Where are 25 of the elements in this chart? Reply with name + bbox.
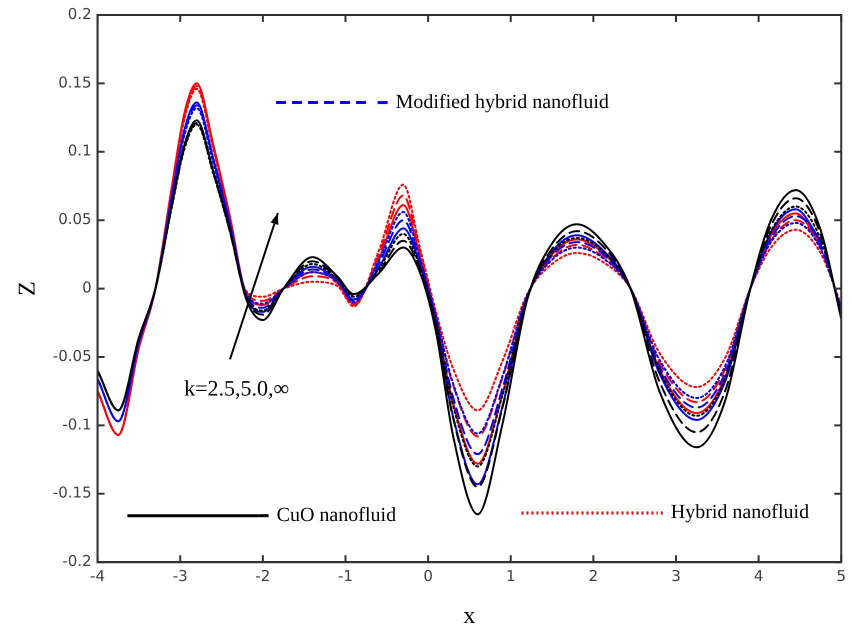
x-tick-label: 4 (754, 567, 764, 586)
x-tick-label: -1 (338, 567, 353, 586)
y-tick-label: -0.1 (62, 415, 92, 434)
y-tick-label: 0.15 (58, 73, 92, 92)
y-tick-label: -0.2 (62, 552, 92, 570)
legend-label: Hybrid nanofluid (670, 501, 810, 524)
y-axis-title: Z (14, 281, 41, 296)
y-tick-label: 0.1 (68, 142, 92, 160)
x-tick-label: 2 (588, 567, 598, 586)
x-tick-label: 0 (423, 567, 433, 586)
x-tick-label: 1 (506, 567, 516, 586)
y-tick-label: 0 (82, 278, 92, 296)
y-tick-label: -0.15 (52, 484, 92, 502)
x-tick-label: -3 (172, 567, 188, 586)
legend-label: CuO nanofluid (276, 504, 396, 526)
x-axis-title: x (463, 602, 476, 629)
x-tick-label: 3 (671, 567, 681, 586)
x-tick-label: 5 (836, 567, 846, 586)
x-tick-label: -2 (255, 567, 270, 586)
y-tick-label: 0.05 (58, 210, 92, 228)
x-tick-label: -4 (90, 567, 106, 586)
annotation: k=2.5,5.0,∞ (184, 376, 290, 401)
y-tick-label: 0.2 (68, 4, 92, 23)
legend-label: Modified hybrid nanofluid (396, 90, 609, 113)
y-tick-label: -0.05 (52, 346, 92, 365)
